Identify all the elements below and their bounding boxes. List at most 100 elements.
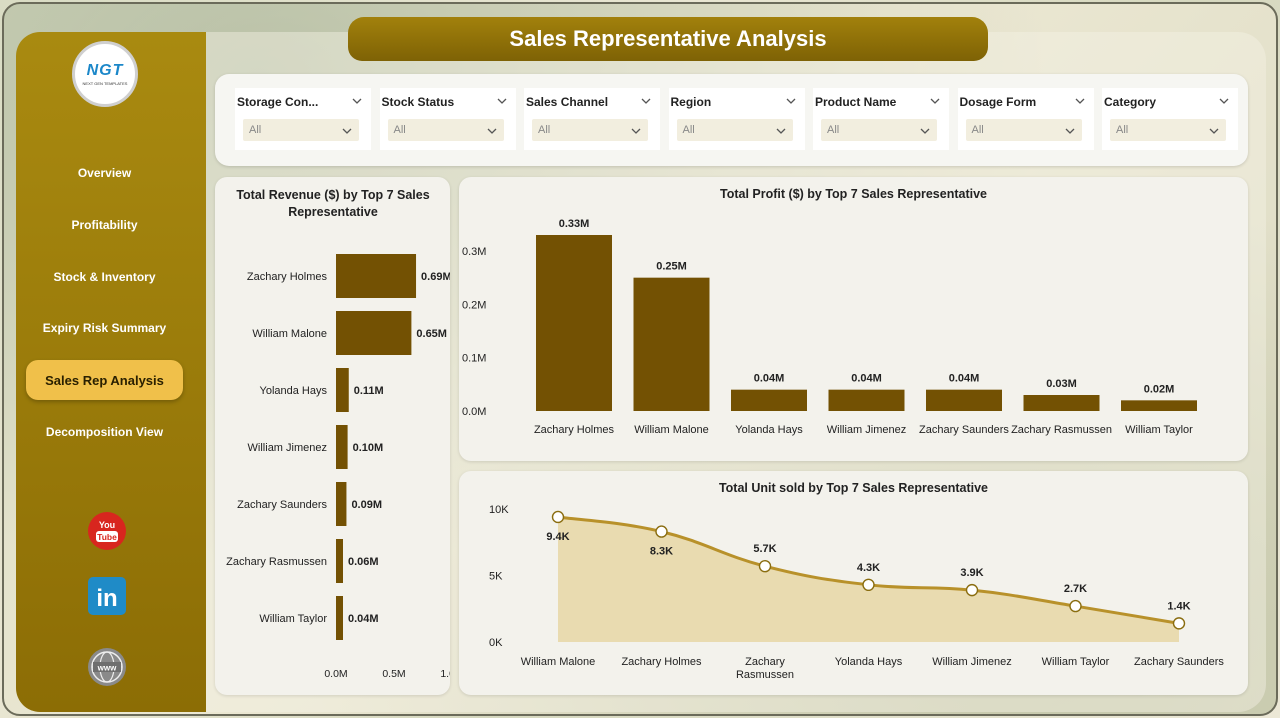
revenue-card: Total Revenue ($) by Top 7 Sales Represe… — [215, 177, 450, 695]
filter-product-name: Product Name All — [813, 88, 949, 150]
profit-category-label: Zachary Saunders — [919, 424, 1009, 436]
sidebar-item-decomposition-view[interactable]: Decomposition View — [45, 425, 164, 439]
website-icon[interactable]: www — [87, 647, 127, 687]
profit-y-tick: 0.1M — [462, 353, 486, 365]
youtube-icon[interactable]: You Tube — [87, 511, 127, 551]
logo-mark: NGT — [86, 62, 124, 79]
filter-category: Category All — [1102, 88, 1238, 150]
chevron-down-icon — [486, 124, 498, 136]
units-data-label: 5.7K — [753, 543, 776, 555]
chevron-down-icon[interactable] — [1218, 94, 1230, 106]
units-category-label: William Taylor — [1042, 656, 1110, 668]
filter-dropdown[interactable]: All — [387, 119, 504, 141]
profit-category-label: Yolanda Hays — [735, 424, 803, 436]
revenue-bar — [336, 539, 343, 583]
profit-category-label: Zachary Holmes — [534, 424, 615, 436]
sidebar-item-stock-inventory[interactable]: Stock & Inventory — [53, 270, 156, 284]
ngt-logo[interactable]: NGT NEXT GEN TEMPLATES — [72, 41, 138, 107]
units-category-label: Yolanda Hays — [835, 656, 903, 668]
revenue-bar — [336, 425, 348, 469]
chevron-down-icon — [1064, 124, 1076, 136]
chevron-down-icon[interactable] — [496, 94, 508, 106]
profit-y-tick: 0.0M — [462, 406, 486, 418]
page-title: Sales Representative Analysis — [348, 17, 988, 61]
units-y-tick: 10K — [489, 504, 509, 516]
profit-data-label: 0.04M — [949, 373, 980, 385]
sidebar-item-profitability[interactable]: Profitability — [71, 218, 138, 232]
units-chart: 0K 5K 10K 9.4K William Malone 8.3K Zachary Hol… — [489, 504, 1224, 681]
revenue-category-label: Zachary Saunders — [237, 499, 327, 511]
profit-data-label: 0.25M — [656, 261, 687, 273]
revenue-data-label: 0.09M — [351, 499, 382, 511]
profit-chart: 0.0M 0.1M 0.2M 0.3M 0.33M Zachary Holmes 0.25M… — [462, 218, 1197, 436]
profit-chart-title: Total Profit ($) by Top 7 Sales Represen… — [720, 187, 987, 201]
logo-subtitle: NEXT GEN TEMPLATES — [82, 81, 128, 86]
chevron-down-icon[interactable] — [785, 94, 797, 106]
filter-dropdown[interactable]: All — [532, 119, 648, 141]
revenue-bar — [336, 596, 343, 640]
sidebar-item-sales-rep-analysis[interactable]: Sales Rep Analysis — [26, 360, 183, 400]
filter-value: All — [1116, 124, 1129, 136]
revenue-bar — [336, 254, 417, 298]
filter-dropdown[interactable]: All — [1110, 119, 1226, 141]
profit-y-tick: 0.3M — [462, 246, 486, 258]
profit-y-tick: 0.2M — [462, 299, 486, 311]
chevron-down-icon[interactable] — [351, 94, 363, 106]
revenue-bar — [336, 482, 347, 526]
revenue-chart: Zachary Holmes 0.69M William Malone 0.65M Yo… — [226, 254, 450, 680]
revenue-category-label: Yolanda Hays — [260, 385, 328, 397]
revenue-category-label: Zachary Holmes — [247, 271, 328, 283]
profit-data-label: 0.02M — [1144, 383, 1175, 395]
filter-dropdown[interactable]: All — [243, 119, 359, 141]
sidebar-item-overview[interactable]: Overview — [77, 166, 132, 180]
chevron-down-icon — [630, 124, 642, 136]
profit-category-label: William Taylor — [1125, 424, 1193, 436]
chevron-down-icon[interactable] — [1074, 94, 1086, 106]
revenue-data-label: 0.65M — [416, 328, 447, 340]
linkedin-icon-text: in — [96, 585, 117, 612]
filter-label: Category — [1104, 95, 1157, 109]
revenue-x-tick: 0.0M — [324, 668, 347, 680]
profit-category-label: William Jimenez — [827, 424, 906, 436]
filter-dropdown[interactable]: All — [821, 119, 937, 141]
website-icon-text: www — [97, 664, 117, 673]
linkedin-icon[interactable]: in — [87, 576, 127, 616]
filter-dropdown[interactable]: All — [965, 119, 1082, 141]
filter-label: Stock Status — [381, 95, 455, 109]
chevron-down-icon — [919, 124, 931, 136]
units-point — [1172, 617, 1186, 630]
units-data-label: 1.4K — [1167, 600, 1190, 612]
profit-bar — [828, 389, 905, 411]
profit-bar — [731, 389, 807, 411]
units-area — [558, 516, 1179, 642]
units-point — [965, 583, 979, 597]
revenue-category-label: William Taylor — [259, 613, 327, 625]
filter-label: Dosage Form — [959, 95, 1037, 109]
filter-label: Region — [670, 95, 712, 109]
filter-value: All — [971, 124, 984, 136]
units-chart-title: Total Unit sold by Top 7 Sales Represent… — [718, 481, 989, 495]
profit-bar — [1121, 400, 1197, 411]
units-category-label: William Jimenez — [932, 656, 1011, 668]
revenue-data-label: 0.69M — [421, 271, 450, 283]
filter-value: All — [249, 124, 262, 136]
units-data-label: 8.3K — [650, 546, 673, 558]
filter-panel: Storage Con... All Stock Status All Sales Ch… — [215, 74, 1248, 166]
filter-sales-channel: Sales Channel All — [524, 88, 660, 150]
units-data-label: 9.4K — [546, 531, 569, 543]
chevron-down-icon[interactable] — [929, 94, 941, 106]
profit-bar — [1023, 395, 1100, 411]
revenue-bar — [336, 368, 349, 412]
units-data-label: 2.7K — [1064, 583, 1087, 595]
filter-label: Product Name — [815, 95, 897, 109]
chevron-down-icon — [775, 124, 787, 136]
sidebar-item-expiry-risk-summary[interactable]: Expiry Risk Summary — [42, 321, 167, 335]
revenue-chart-title: Total Revenue ($) by Top 7 Sales Represe… — [236, 188, 430, 219]
chevron-down-icon[interactable] — [640, 94, 652, 106]
profit-card: Total Profit ($) by Top 7 Sales Represen… — [459, 177, 1248, 461]
youtube-icon-text-top: You — [99, 520, 115, 530]
filter-value: All — [827, 124, 840, 136]
profit-category-label: Zachary Rasmussen — [1011, 424, 1112, 436]
filter-dropdown[interactable]: All — [676, 119, 793, 141]
